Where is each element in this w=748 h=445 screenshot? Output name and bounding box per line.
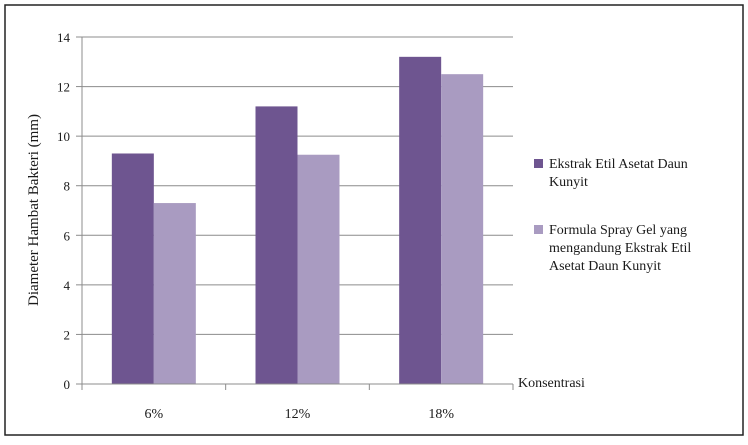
axes [76, 36, 514, 390]
legend-label: Formula Spray Gel yang mengandung Ekstrak… [549, 223, 691, 274]
x-tick-label: 12% [285, 407, 311, 422]
x-tick-label: 18% [428, 407, 454, 422]
y-tick-label: 6 [64, 228, 71, 243]
bar [111, 153, 154, 384]
legend-swatch [534, 159, 543, 168]
bar [441, 74, 484, 384]
legend: Ekstrak Etil Asetat Daun Kunyit Formula Sp… [534, 157, 691, 274]
x-tick-labels: 6% 12% 18% [144, 407, 454, 422]
y-tick-label: 14 [57, 30, 71, 45]
y-axis-label: Diameter Hambat Bakteri (mm) [26, 114, 42, 306]
legend-label: Ekstrak Etil Asetat Daun Kunyit [549, 157, 688, 190]
x-axis-label: Konsentrasi [518, 376, 585, 391]
bars [111, 56, 484, 385]
y-tick-label: 2 [64, 327, 71, 342]
y-tick-label: 8 [64, 179, 71, 194]
bar [297, 154, 340, 384]
y-tick-label: 4 [64, 278, 71, 293]
y-tick-labels: 0 2 4 6 8 10 12 14 [57, 30, 71, 392]
y-tick-label: 12 [57, 80, 70, 95]
bar [255, 106, 298, 385]
legend-swatch [534, 225, 543, 234]
y-tick-label: 0 [64, 377, 71, 392]
bar [399, 56, 442, 384]
x-tick-label: 6% [144, 407, 163, 422]
y-tick-label: 10 [57, 129, 70, 144]
bar [153, 203, 196, 384]
